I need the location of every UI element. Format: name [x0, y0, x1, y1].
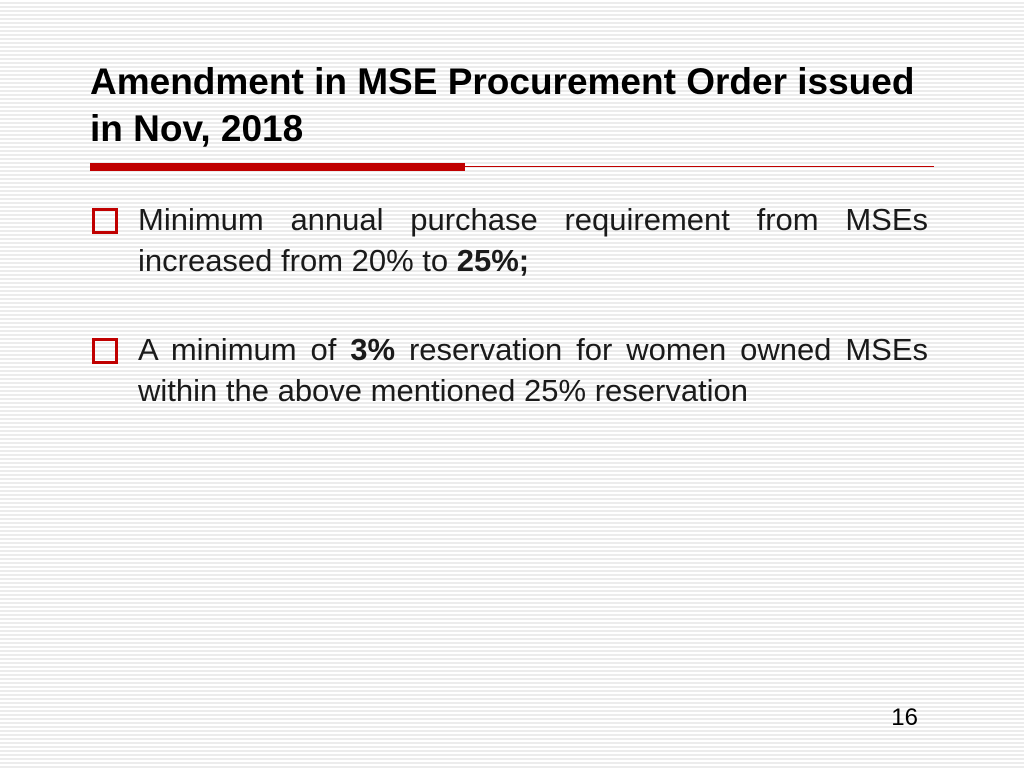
slide: Amendment in MSE Procurement Order issue…: [0, 0, 1024, 768]
bullet-list: Minimum annual purchase requirement from…: [90, 199, 934, 412]
bullet-text-bold: 3%: [350, 332, 395, 367]
slide-title: Amendment in MSE Procurement Order issue…: [90, 58, 934, 153]
list-item: Minimum annual purchase requirement from…: [90, 199, 928, 281]
bullet-text-pre: Minimum annual purchase requirement from…: [138, 202, 928, 278]
list-item: A minimum of 3% reservation for women ow…: [90, 329, 928, 411]
bullet-text-bold: 25%;: [457, 243, 529, 278]
title-underline: [90, 163, 934, 171]
page-number: 16: [891, 704, 918, 732]
bullet-text-pre: A minimum of: [138, 332, 350, 367]
underline-thick: [90, 163, 465, 171]
